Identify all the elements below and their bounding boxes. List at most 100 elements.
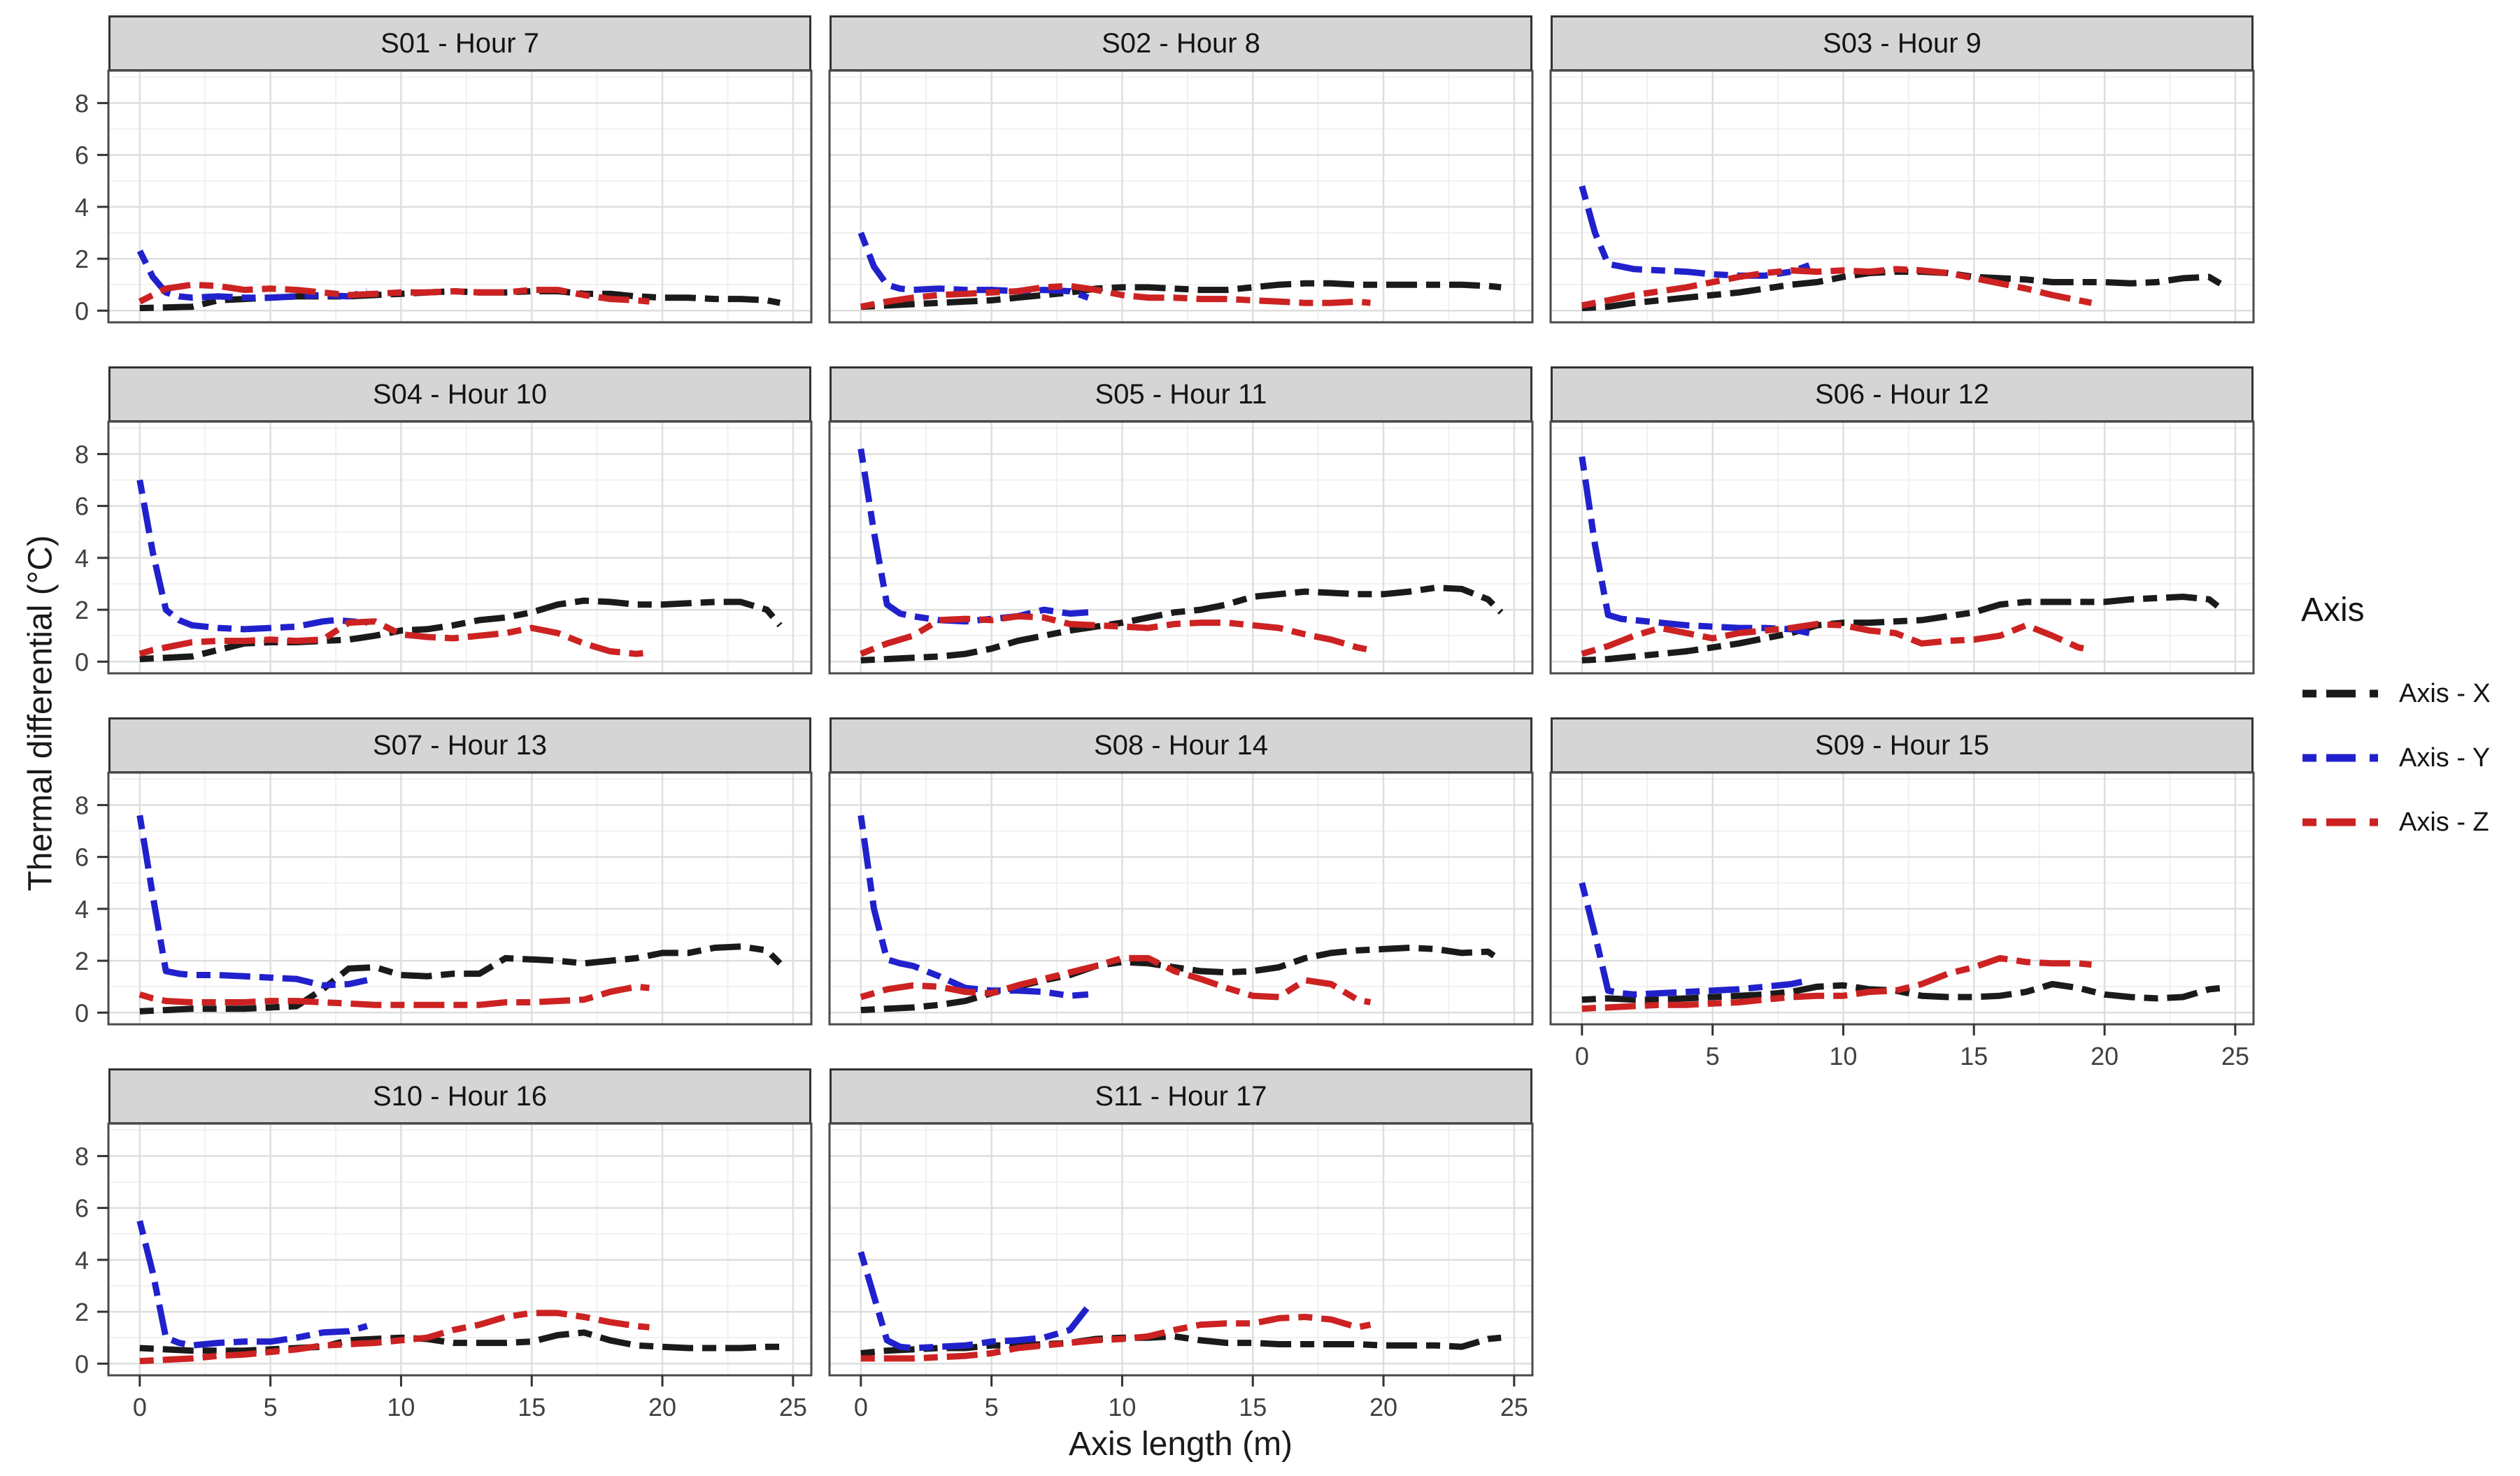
series-axis-y-line (857, 448, 1089, 625)
facet-strip: S04 - Hour 10 (108, 366, 811, 422)
y-tick-label: 6 (75, 492, 89, 521)
y-tick-label: 2 (75, 1298, 89, 1326)
panel-border (828, 420, 1534, 675)
series-axis-x-line (139, 943, 783, 1015)
facet-s02: S02 - Hour 8 (828, 15, 1534, 324)
facet-plot-area: 0 5 10 15 20 25 (828, 1122, 1534, 1421)
legend-item-axis-x: Axis - X (2301, 661, 2491, 726)
facet-s04: S04 - Hour 10 0 2 4 6 8 (75, 366, 813, 676)
legend-label: Axis - Y (2399, 743, 2491, 773)
facet-title: S05 - Hour 11 (1095, 378, 1267, 410)
x-tick-label: 25 (779, 1393, 807, 1421)
y-tick-label: 4 (75, 895, 89, 924)
y-tick-label: 8 (75, 440, 89, 468)
facet-plot-area: 0 2 4 6 8 0 5 10 15 20 25 (75, 1122, 813, 1421)
panel-border (107, 771, 813, 1026)
facet-s11: S11 - Hour 17 0 5 10 15 20 25 (828, 1068, 1534, 1421)
legend-label: Axis - Z (2399, 807, 2489, 837)
panel-border (1549, 69, 2255, 324)
panel-border (107, 69, 813, 324)
x-tick-label: 5 (1706, 1042, 1720, 1070)
facet-strip: S08 - Hour 14 (830, 717, 1532, 773)
facet-title: S09 - Hour 15 (1814, 729, 1990, 761)
y-tick-label: 4 (75, 1246, 89, 1275)
y-tick-label: 2 (75, 947, 89, 975)
facet-strip: S03 - Hour 9 (1551, 15, 2254, 71)
series-axis-x-line (1581, 594, 2225, 664)
series-axis-y-line (857, 1251, 1091, 1352)
x-tick-label: 20 (2091, 1042, 2119, 1070)
facet-plot-area: 0 2 4 6 8 (75, 69, 813, 325)
y-tick-label: 0 (75, 296, 89, 325)
y-tick-label: 6 (75, 141, 89, 170)
facet-plot-area (828, 420, 1534, 675)
legend-item-axis-z: Axis - Z (2301, 790, 2491, 854)
panel-border (107, 1122, 813, 1377)
facet-strip: S11 - Hour 17 (830, 1068, 1532, 1124)
facet-strip: S07 - Hour 13 (108, 717, 811, 773)
y-axis-title: Thermal differential (°C) (22, 535, 59, 891)
series-axis-x-line (139, 1329, 781, 1354)
panel-border (828, 69, 1534, 324)
axis-x-line-key-icon (2302, 689, 2378, 698)
facet-title: S10 - Hour 16 (372, 1080, 548, 1112)
series-axis-z-line (1581, 266, 2093, 309)
axis-z-line-key-icon (2302, 818, 2378, 826)
y-tick-label: 4 (75, 193, 89, 222)
x-tick-label: 20 (648, 1393, 676, 1421)
series-axis-z-line (860, 612, 1372, 657)
x-tick-label: 25 (2221, 1042, 2249, 1070)
facet-strip: S06 - Hour 12 (1551, 366, 2254, 422)
facet-plot-area: 0 2 4 6 8 (75, 771, 813, 1027)
x-tick-label: 5 (985, 1393, 999, 1421)
x-tick-label: 25 (1500, 1393, 1528, 1421)
x-tick-label: 0 (854, 1393, 868, 1421)
panel-border (828, 771, 1534, 1026)
facet-s05: S05 - Hour 11 (828, 366, 1534, 675)
panel-border (1549, 771, 2255, 1026)
facet-title: S07 - Hour 13 (372, 729, 548, 761)
facet-title: S03 - Hour 9 (1823, 27, 1981, 59)
series-axis-z-line (138, 618, 650, 657)
x-tick-label: 0 (133, 1393, 147, 1421)
y-tick-label: 0 (75, 998, 89, 1027)
y-tick-label: 0 (75, 647, 89, 676)
facet-plot-area: 0 2 4 6 8 (75, 420, 813, 676)
series-axis-y-line (1579, 882, 1810, 998)
y-tick-label: 2 (75, 245, 89, 273)
x-tick-label: 10 (1829, 1042, 1857, 1070)
y-tick-label: 8 (75, 1142, 89, 1170)
legend-item-axis-y: Axis - Y (2301, 726, 2491, 790)
legend: Axis Axis - X Axis - Y Axis - Z (2301, 591, 2491, 854)
facet-strip: S10 - Hour 16 (108, 1068, 811, 1124)
x-tick-label: 10 (1108, 1393, 1136, 1421)
y-tick-label: 8 (75, 791, 89, 819)
facet-strip: S01 - Hour 7 (108, 15, 811, 71)
x-tick-label: 15 (1239, 1393, 1267, 1421)
axis-y-line-key-icon (2302, 754, 2378, 762)
facet-title: S04 - Hour 10 (372, 378, 548, 410)
series-axis-x-line (860, 280, 1502, 310)
x-tick-label: 0 (1575, 1042, 1589, 1070)
facet-s03: S03 - Hour 9 (1549, 15, 2255, 324)
facet-s07: S07 - Hour 13 0 2 4 6 8 (75, 717, 813, 1027)
series-axis-y-line (136, 1220, 369, 1349)
facet-plot-area (828, 771, 1534, 1026)
facet-title: S01 - Hour 7 (380, 27, 539, 59)
facet-title: S08 - Hour 14 (1093, 729, 1269, 761)
facet-strip: S02 - Hour 8 (830, 15, 1532, 71)
facet-title: S06 - Hour 12 (1814, 378, 1990, 410)
series-axis-y-line (857, 815, 1089, 999)
series-axis-y-line (1579, 185, 1811, 279)
x-tick-label: 5 (264, 1393, 278, 1421)
series-axis-z-line (860, 1314, 1372, 1362)
panel-border (828, 1122, 1534, 1377)
series-axis-z-line (139, 1310, 650, 1365)
series-axis-z-line (138, 983, 650, 1008)
x-tick-label: 15 (518, 1393, 546, 1421)
series-axis-x-line (1581, 268, 2224, 312)
series-axis-y-line (1579, 456, 1810, 636)
facet-title: S11 - Hour 17 (1095, 1080, 1267, 1112)
series-axis-z-line (138, 281, 650, 305)
facet-s09: S09 - Hour 15 0 5 10 15 20 25 (1549, 717, 2255, 1070)
